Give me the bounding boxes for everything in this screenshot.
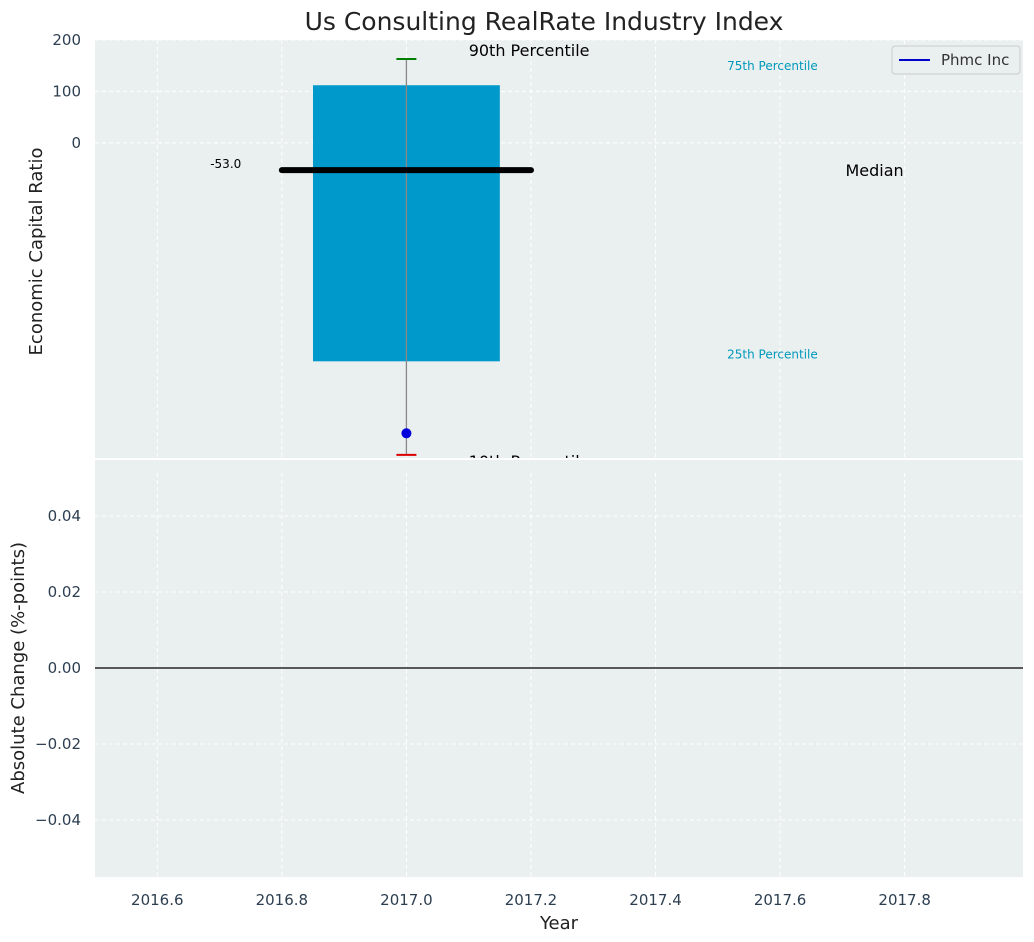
company-point [401,428,412,439]
top-y-tick-label: 200 [52,31,81,49]
x-axis-label: Year [539,913,579,934]
chart-title: Us Consulting RealRate Industry Index [305,7,784,36]
bottom-y-tick-label: 0.02 [48,583,81,601]
bottom-y-axis-label: Absolute Change (%-points) [8,542,29,794]
legend: Phmc Inc [891,45,1021,75]
bottom-y-tick-label: 0.00 [48,659,81,677]
x-tick-label: 2017.2 [505,891,558,909]
top-panel-background [95,40,1023,459]
bottom-y-tick-label: −0.02 [35,735,81,753]
bottom-panel: −0.04 −0.02 0.00 0.02 0.04 2016.6 2016.8 2017.… [8,459,1023,934]
x-tick-label: 2017.4 [629,891,682,909]
p10-annotation-layer: 10th Percentile [95,452,1023,471]
top-y-tick-labels: 0 100 200 [52,31,81,152]
annotation-25th-percentile: 25th Percentile [727,347,818,361]
top-y-gridlines [95,39,1023,144]
top-y-tick-label: 0 [71,134,81,152]
top-plot-area [278,59,534,455]
annotation-90th-percentile: 90th Percentile [469,41,590,60]
bottom-y-tick-label: −0.04 [35,811,81,829]
bottom-y-tick-label: 0.04 [48,507,81,525]
x-tick-label: 2016.6 [131,891,184,909]
bottom-x-tick-labels: 2016.6 2016.8 2017.0 2017.2 2017.4 2017.6 2017… [131,891,931,909]
annotation-75th-percentile: 75th Percentile [727,59,818,73]
top-y-axis-label: Economic Capital Ratio [26,148,47,356]
legend-label-phmc: Phmc Inc [941,51,1009,69]
bottom-panel-overlay [95,459,1023,471]
x-tick-label: 2016.8 [256,891,309,909]
median-value-label: -53.0 [210,157,241,171]
annotation-median: Median [845,161,903,180]
bottom-y-tick-labels: −0.04 −0.02 0.00 0.02 0.04 [35,507,81,829]
x-tick-label: 2017.8 [878,891,931,909]
x-tick-label: 2017.6 [754,891,807,909]
legend-box [891,45,1021,75]
top-y-tick-label: 100 [52,82,81,100]
x-tick-label: 2017.0 [380,891,433,909]
bottom-y-gridlines [95,515,1023,821]
